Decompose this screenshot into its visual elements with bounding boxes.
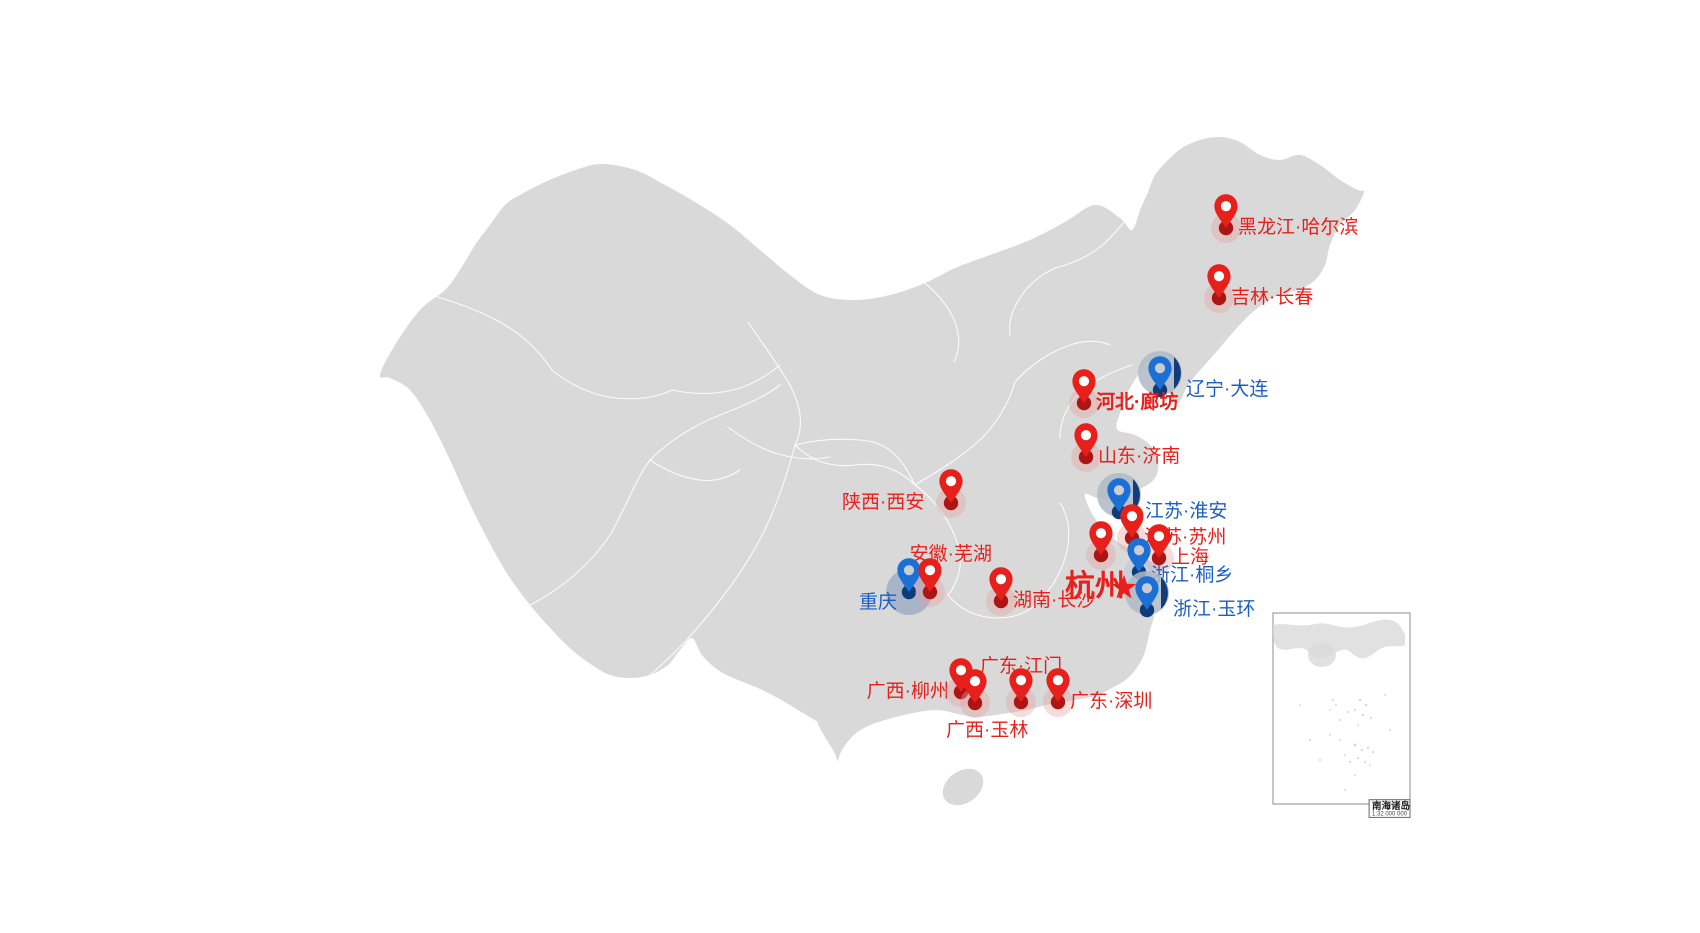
svg-text:陕西·西安: 陕西·西安 [842,491,924,513]
svg-text:浙江·玉环: 浙江·玉环 [1173,598,1255,620]
svg-text:1:32 000 000: 1:32 000 000 [1372,811,1408,817]
svg-text:重庆: 重庆 [859,591,897,613]
svg-text:江苏·淮安: 江苏·淮安 [1145,500,1227,522]
svg-text:黑龙江·哈尔滨: 黑龙江·哈尔滨 [1238,216,1358,238]
svg-text:广西·玉林: 广西·玉林 [946,719,1028,741]
svg-text:广西·柳州: 广西·柳州 [867,680,949,702]
svg-text:吉林·长春: 吉林·长春 [1231,286,1313,308]
svg-text:河北·廊坊: 河北·廊坊 [1096,390,1178,413]
svg-text:山东·济南: 山东·济南 [1098,445,1180,467]
svg-text:湖南·长沙: 湖南·长沙 [1013,589,1095,611]
svg-text:南海诸岛: 南海诸岛 [1372,800,1410,812]
svg-text:辽宁·大连: 辽宁·大连 [1186,378,1268,400]
svg-text:广东·深圳: 广东·深圳 [1070,690,1152,712]
